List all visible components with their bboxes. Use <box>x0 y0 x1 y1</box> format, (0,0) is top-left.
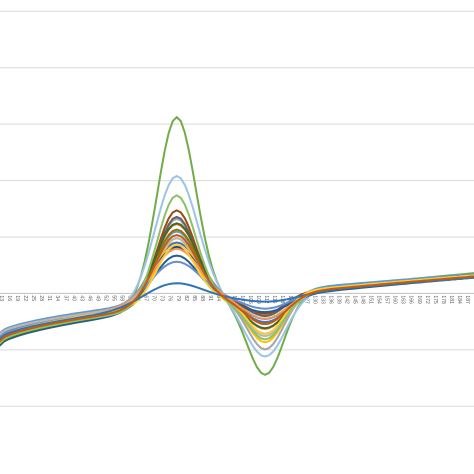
x-tick-label: 94 <box>215 295 221 301</box>
x-tick-label: 187 <box>464 295 470 304</box>
x-tick-label: 28 <box>38 295 44 301</box>
x-tick-label: 175 <box>432 295 438 304</box>
x-tick-label: 181 <box>448 295 454 304</box>
x-tick-label: 112 <box>263 295 269 303</box>
gridlines <box>0 10 474 407</box>
series-line-20 <box>0 234 474 342</box>
series-lines <box>0 116 474 376</box>
x-tick-label: 40 <box>70 295 76 301</box>
x-tick-label: 22 <box>22 295 28 301</box>
x-tick-label: 154 <box>376 295 382 304</box>
x-tick-label: 88 <box>199 295 205 301</box>
x-tick-label: 136 <box>327 295 333 304</box>
x-tick-label: 109 <box>255 295 261 304</box>
x-tick-label: 25 <box>30 295 36 301</box>
x-tick-label: 184 <box>456 295 462 304</box>
x-tick-label: 31 <box>46 295 52 301</box>
x-tick-label: 46 <box>86 295 92 301</box>
x-tick-label: 13 <box>0 295 4 301</box>
x-tick-label: 115 <box>271 295 277 303</box>
x-tick-label: 37 <box>62 295 68 301</box>
x-tick-label: 172 <box>424 295 430 304</box>
x-tick-label: 85 <box>191 295 197 301</box>
x-tick-label: 73 <box>159 295 165 301</box>
x-tick-label: 58 <box>119 295 125 301</box>
x-tick-label: 157 <box>384 295 390 304</box>
x-tick-label: 91 <box>207 295 213 301</box>
x-tick-label: 139 <box>335 295 341 304</box>
x-tick-label: 178 <box>440 295 446 304</box>
x-tick-label: 133 <box>319 295 325 304</box>
x-tick-label: 34 <box>54 295 60 301</box>
x-tick-label: 130 <box>311 295 317 304</box>
x-tick-label: 79 <box>175 295 181 301</box>
x-tick-label: 151 <box>368 295 374 304</box>
x-tick-label: 49 <box>94 295 100 301</box>
x-tick-label: 52 <box>102 295 108 301</box>
series-line-8 <box>0 245 474 340</box>
x-tick-label: 16 <box>6 295 12 301</box>
x-tick-label: 160 <box>392 295 398 304</box>
x-tick-label: 190 <box>472 295 474 304</box>
x-tick-label: 55 <box>110 295 116 301</box>
x-tick-label: 43 <box>78 295 84 301</box>
x-tick-label: 67 <box>143 295 149 301</box>
series-line-5 <box>0 237 474 344</box>
x-tick-label: 82 <box>183 295 189 301</box>
series-line-2 <box>0 175 474 358</box>
x-tick-label: 148 <box>360 295 366 304</box>
x-tick-label: 145 <box>351 295 357 304</box>
x-tick-label: 163 <box>400 295 406 304</box>
x-tick-label: 142 <box>343 295 349 304</box>
x-tick-label: 19 <box>14 295 20 301</box>
x-tick-label: 70 <box>151 295 157 301</box>
series-line-1 <box>0 116 474 376</box>
x-tick-label: 76 <box>167 295 173 301</box>
x-tick-label: 169 <box>416 295 422 304</box>
x-tick-label: 166 <box>408 295 414 304</box>
